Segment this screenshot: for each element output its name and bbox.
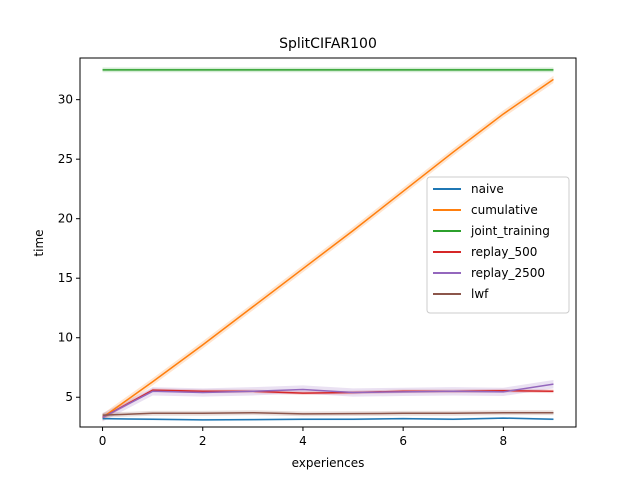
legend-label-replay_500: replay_500 [471,245,537,259]
x-axis-label: experiences [292,456,365,470]
y-tick-label: 10 [58,331,73,345]
x-ticks: 0 2 4 6 8 [99,427,507,448]
legend-label-replay_2500: replay_2500 [471,266,545,280]
y-tick-label: 25 [58,152,73,166]
y-tick-label: 15 [58,271,73,285]
line-replay_2500 [102,383,554,419]
band-replay_2500 [102,379,554,422]
legend-label-cumulative: cumulative [471,203,538,217]
series-lines [102,69,554,421]
line-naive [102,417,554,421]
x-tick-label: 0 [99,434,107,448]
legend-label-lwf: lwf [471,287,489,301]
plot-frame [79,57,577,428]
x-tick-label: 6 [399,434,407,448]
legend-label-joint_training: joint_training [470,224,550,238]
y-tick-label: 20 [58,212,73,226]
x-tick-label: 2 [199,434,207,448]
legend-label-naive: naive [471,182,504,196]
chart-title: SplitCIFAR100 [279,36,377,52]
y-tick-label: 30 [58,93,73,107]
y-tick-label: 5 [65,390,73,404]
x-tick-label: 8 [500,434,508,448]
legend: naive cumulative joint_training replay_500r… [426,176,570,314]
x-tick-label: 4 [299,434,307,448]
y-axis-label: time [32,229,46,256]
line-lwf [102,411,554,416]
y-ticks: 5 10 15 20 25 30 [58,93,80,404]
legend-box [426,176,570,314]
line-cumulative [102,78,554,419]
